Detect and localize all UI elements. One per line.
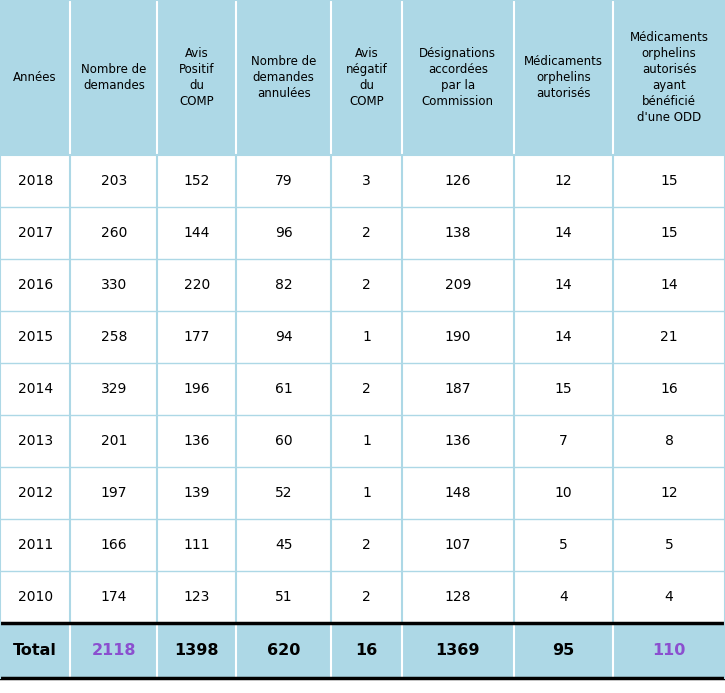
Text: 220: 220 xyxy=(183,278,210,292)
Text: 2018: 2018 xyxy=(17,174,53,188)
Text: Total: Total xyxy=(13,643,57,658)
Text: 201: 201 xyxy=(101,434,127,448)
Text: 203: 203 xyxy=(101,174,127,188)
Text: 4: 4 xyxy=(665,590,674,604)
Text: 14: 14 xyxy=(555,330,572,344)
Text: 177: 177 xyxy=(183,330,210,344)
Text: 2: 2 xyxy=(362,538,371,552)
Text: 45: 45 xyxy=(275,538,292,552)
Bar xyxy=(0,415,725,467)
Text: 148: 148 xyxy=(444,486,471,500)
Text: 2012: 2012 xyxy=(17,486,53,500)
Text: 136: 136 xyxy=(444,434,471,448)
Text: 79: 79 xyxy=(275,174,293,188)
Text: 1369: 1369 xyxy=(436,643,480,658)
Text: 16: 16 xyxy=(660,382,678,396)
Text: 190: 190 xyxy=(444,330,471,344)
Text: 2016: 2016 xyxy=(17,278,53,292)
Text: 14: 14 xyxy=(660,278,678,292)
Text: 136: 136 xyxy=(183,434,210,448)
Text: 260: 260 xyxy=(101,226,127,240)
Text: Médicaments
orphelins
autorisés: Médicaments orphelins autorisés xyxy=(524,55,603,100)
Text: 166: 166 xyxy=(101,538,128,552)
Text: 96: 96 xyxy=(275,226,293,240)
Text: 123: 123 xyxy=(183,590,210,604)
Text: 2015: 2015 xyxy=(17,330,53,344)
Text: 139: 139 xyxy=(183,486,210,500)
Text: 330: 330 xyxy=(101,278,127,292)
Text: 2010: 2010 xyxy=(17,590,53,604)
Text: 15: 15 xyxy=(660,226,678,240)
Text: 2011: 2011 xyxy=(17,538,53,552)
Text: 2013: 2013 xyxy=(17,434,53,448)
Text: 95: 95 xyxy=(552,643,574,658)
Text: 60: 60 xyxy=(275,434,293,448)
Bar xyxy=(0,363,725,415)
Text: 2118: 2118 xyxy=(91,643,136,658)
Text: 329: 329 xyxy=(101,382,127,396)
Text: 126: 126 xyxy=(444,174,471,188)
Text: 82: 82 xyxy=(275,278,293,292)
Text: Années: Années xyxy=(13,71,57,84)
Text: 196: 196 xyxy=(183,382,210,396)
Text: 2014: 2014 xyxy=(17,382,53,396)
Text: 197: 197 xyxy=(101,486,127,500)
Text: Nombre de
demandes: Nombre de demandes xyxy=(81,63,146,92)
Text: 209: 209 xyxy=(444,278,471,292)
Bar xyxy=(0,207,725,259)
Text: 1: 1 xyxy=(362,330,371,344)
Text: 110: 110 xyxy=(652,643,686,658)
Text: 187: 187 xyxy=(444,382,471,396)
Bar xyxy=(0,467,725,519)
Text: 5: 5 xyxy=(559,538,568,552)
Bar xyxy=(0,0,725,155)
Text: 128: 128 xyxy=(444,590,471,604)
Text: 138: 138 xyxy=(444,226,471,240)
Text: 94: 94 xyxy=(275,330,293,344)
Text: 51: 51 xyxy=(275,590,293,604)
Text: 12: 12 xyxy=(660,486,678,500)
Text: 52: 52 xyxy=(275,486,292,500)
Text: 3: 3 xyxy=(362,174,371,188)
Text: 620: 620 xyxy=(267,643,300,658)
Text: 16: 16 xyxy=(355,643,378,658)
Bar xyxy=(0,155,725,207)
Bar xyxy=(0,623,725,678)
Text: 2: 2 xyxy=(362,226,371,240)
Text: 1: 1 xyxy=(362,486,371,500)
Text: 7: 7 xyxy=(559,434,568,448)
Text: 2: 2 xyxy=(362,278,371,292)
Text: Avis
Positif
du
COMP: Avis Positif du COMP xyxy=(179,47,215,108)
Text: Avis
négatif
du
COMP: Avis négatif du COMP xyxy=(346,47,388,108)
Text: 10: 10 xyxy=(555,486,572,500)
Text: 2017: 2017 xyxy=(17,226,53,240)
Text: 152: 152 xyxy=(183,174,210,188)
Text: 1398: 1398 xyxy=(175,643,219,658)
Text: 15: 15 xyxy=(555,382,572,396)
Text: Nombre de
demandes
annulées: Nombre de demandes annulées xyxy=(251,55,317,100)
Text: 8: 8 xyxy=(665,434,674,448)
Bar xyxy=(0,259,725,311)
Text: 14: 14 xyxy=(555,278,572,292)
Text: 258: 258 xyxy=(101,330,127,344)
Text: Désignations
accordées
par la
Commission: Désignations accordées par la Commission xyxy=(419,47,497,108)
Text: 144: 144 xyxy=(183,226,210,240)
Text: 107: 107 xyxy=(444,538,471,552)
Text: 2: 2 xyxy=(362,382,371,396)
Text: 14: 14 xyxy=(555,226,572,240)
Text: 21: 21 xyxy=(660,330,678,344)
Bar xyxy=(0,571,725,623)
Text: 61: 61 xyxy=(275,382,293,396)
Bar xyxy=(0,519,725,571)
Text: 5: 5 xyxy=(665,538,674,552)
Text: 111: 111 xyxy=(183,538,210,552)
Text: 15: 15 xyxy=(660,174,678,188)
Text: 2: 2 xyxy=(362,590,371,604)
Text: Médicaments
orphelins
autorisés
ayant
bénéficié
d'une ODD: Médicaments orphelins autorisés ayant bé… xyxy=(629,31,708,124)
Bar xyxy=(0,311,725,363)
Text: 174: 174 xyxy=(101,590,127,604)
Text: 12: 12 xyxy=(555,174,572,188)
Text: 4: 4 xyxy=(559,590,568,604)
Text: 1: 1 xyxy=(362,434,371,448)
